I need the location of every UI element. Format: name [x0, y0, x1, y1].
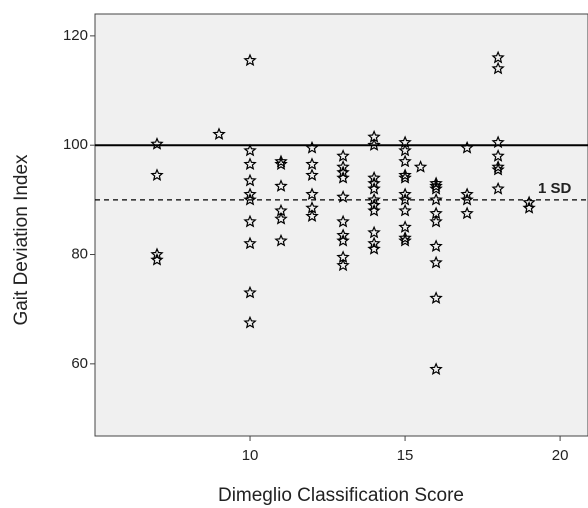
point: [243, 143, 257, 157]
point: [336, 258, 350, 272]
point: [429, 179, 443, 192]
point: [243, 53, 257, 67]
point: [274, 179, 288, 192]
point: [243, 315, 257, 329]
point: [491, 149, 505, 162]
reference-label: 1 SD: [538, 180, 572, 197]
point: [367, 236, 381, 250]
point: [243, 157, 257, 171]
point: [305, 168, 319, 181]
point: [243, 192, 257, 206]
point: [243, 285, 257, 299]
point: [367, 181, 381, 195]
point: [367, 242, 381, 255]
point: [429, 291, 443, 304]
point: [305, 140, 319, 154]
point: [367, 225, 381, 239]
point: [367, 198, 381, 212]
point: [522, 195, 536, 209]
point: [243, 214, 257, 228]
point: [429, 192, 443, 206]
point: [491, 135, 505, 149]
x-axis-title: Dimeglio Classification Score: [218, 485, 464, 506]
point: [398, 143, 412, 157]
point: [274, 233, 288, 247]
point: [429, 255, 443, 269]
point: [398, 233, 412, 247]
point: [429, 181, 443, 195]
point: [398, 168, 412, 181]
point: [336, 149, 350, 162]
point: [367, 138, 381, 151]
point: [491, 160, 505, 173]
point: [150, 137, 164, 150]
point: [305, 187, 319, 201]
point: [336, 160, 350, 173]
x-tick-label: 15: [397, 447, 414, 464]
point: [398, 231, 412, 244]
point: [150, 168, 164, 181]
point: [212, 127, 226, 140]
point: [398, 203, 412, 217]
point: [398, 187, 412, 201]
point: [367, 192, 381, 206]
point: [491, 181, 505, 195]
point: [460, 140, 474, 154]
point: [491, 50, 505, 64]
point: [274, 157, 288, 171]
point: [522, 201, 536, 214]
point: [243, 187, 257, 201]
point: [413, 160, 428, 173]
point: [367, 176, 381, 190]
point: [243, 236, 257, 250]
point: [367, 170, 381, 184]
point: [336, 165, 350, 179]
point: [274, 154, 288, 168]
point: [305, 209, 319, 222]
point: [398, 154, 412, 168]
y-tick-label: 80: [71, 245, 88, 262]
y-axis-title: Gait Deviation Index: [11, 154, 32, 326]
point: [336, 170, 350, 184]
point: [460, 187, 474, 201]
point: [460, 192, 474, 206]
point: [336, 190, 350, 203]
point: [150, 252, 164, 266]
point: [398, 170, 412, 184]
point: [367, 203, 381, 217]
point: [429, 239, 443, 253]
y-tick-label: 100: [63, 136, 88, 153]
point: [429, 362, 443, 376]
y-tick-label: 120: [63, 27, 88, 44]
x-tick-label: 10: [242, 447, 259, 464]
point: [460, 206, 474, 220]
point: [429, 176, 443, 190]
point: [305, 157, 319, 171]
point: [491, 61, 505, 75]
point: [398, 192, 412, 206]
y-tick-label: 60: [71, 355, 88, 372]
point: [336, 233, 350, 247]
point: [274, 211, 288, 225]
point: [150, 247, 164, 261]
point: [336, 228, 350, 242]
point: [398, 220, 412, 233]
point: [336, 214, 350, 228]
x-tick-label: 20: [552, 447, 569, 464]
point: [429, 214, 443, 228]
point: [491, 162, 505, 176]
point: [243, 173, 257, 187]
